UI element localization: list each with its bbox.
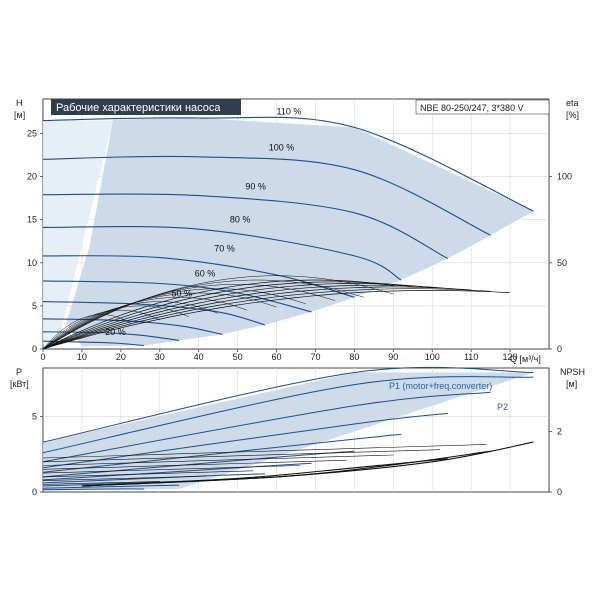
y-tick-label: 25: [27, 128, 37, 138]
x-tick-label: 80: [349, 352, 359, 362]
head-curve: [42, 193, 449, 259]
x-tick-label: 50: [233, 352, 243, 362]
speed-label: 80 %: [230, 214, 251, 224]
band-main: [66, 117, 534, 347]
power-band: [43, 372, 534, 491]
eta-curve-low: [42, 297, 248, 350]
eta-curve: [42, 284, 452, 350]
power-curve: [42, 391, 491, 463]
npsh-axis-label: NPSH: [560, 367, 585, 377]
y-tick-label: 15: [27, 215, 37, 225]
power-curve: [42, 484, 180, 489]
speed-label: 110 %: [277, 107, 302, 117]
p2-curve: [42, 475, 207, 481]
chart-title: Рабочие характеристики насоса: [56, 102, 221, 114]
power-curve: [42, 412, 448, 469]
x-tick-label: 10: [77, 352, 87, 362]
y2-tick-label: 0: [557, 344, 562, 354]
y2-tick-label: 0: [557, 487, 562, 497]
power-axis-label: P: [16, 367, 22, 377]
head-curve: [42, 155, 491, 236]
eta-axis-label: eta: [566, 98, 579, 108]
head-curve: [42, 226, 402, 281]
p2-curve: [42, 454, 394, 466]
x-tick-label: 90: [388, 352, 398, 362]
eta-curve-low: [42, 288, 306, 350]
y-tick-label: 20: [27, 172, 37, 182]
head-axis-unit: [м]: [14, 110, 25, 120]
efficiency-curves: [42, 275, 511, 350]
y-tick-label: 0: [32, 487, 37, 497]
npsh-axis-unit: [м]: [566, 379, 577, 389]
power-range-band: [43, 372, 534, 491]
power-curve: [42, 376, 534, 454]
flow-axis-label: Q [м³/ч]: [510, 354, 541, 364]
npsh-curves: [81, 441, 534, 487]
eta-curve: [42, 283, 433, 350]
lower-plot-frame: [42, 367, 550, 493]
eta-curve-low: [42, 314, 131, 350]
p2-curve: [42, 470, 254, 478]
eta-axis-unit: [%]: [566, 110, 579, 120]
y2-tick-label: 50: [557, 258, 567, 268]
head-axis-label: H: [16, 98, 23, 108]
y-tick-label: 5: [32, 301, 37, 311]
power-curve: [42, 488, 145, 491]
eta-curve: [42, 286, 472, 350]
eta-curve-low: [42, 275, 394, 350]
x-tick-label: 120: [503, 352, 518, 362]
lower-tick-labels: 0 5 0 2: [32, 411, 562, 497]
speed-label: 90 %: [245, 182, 266, 192]
npsh-curve: [81, 458, 448, 487]
head-curve: [42, 116, 534, 212]
p2-curve: [42, 481, 160, 485]
x-tick-label: 40: [194, 352, 204, 362]
eta-curve-low: [42, 284, 335, 350]
speed-label: 70 %: [214, 244, 235, 254]
y-tick-label: 10: [27, 258, 37, 268]
x-tick-label: 20: [116, 352, 126, 362]
x-tick-label: 100: [425, 352, 440, 362]
p2-curve: [42, 459, 347, 470]
model-label-box: [415, 99, 550, 115]
x-tick-label: 0: [40, 352, 45, 362]
y-tick-label: 5: [32, 411, 37, 421]
model-label: NBE 80-250/247, 3*380 V: [420, 103, 524, 113]
x-tick-label: 70: [310, 352, 320, 362]
eta-curve-low: [42, 279, 365, 350]
p1-series-label: P1 (motor+freq.converter): [389, 381, 492, 391]
p2-curve: [42, 444, 487, 459]
speed-label: 20 %: [105, 327, 126, 337]
upper-tick-labels: 0 10 20 30 40 50 60 70 80 90 100 110 120 0 5 10 15 20 25 0 5…: [27, 128, 572, 362]
p2-curve: [42, 465, 300, 474]
head-curve: [42, 301, 266, 326]
eta-curve: [42, 290, 511, 350]
band-light-strip: [43, 120, 114, 345]
x-tick-label: 30: [155, 352, 165, 362]
title-box: [51, 99, 241, 115]
power-curve: [42, 366, 534, 443]
x-tick-label: 60: [272, 352, 282, 362]
power-axis-unit: [кВт]: [10, 379, 29, 389]
head-curve: [42, 255, 355, 298]
power-curve: [42, 462, 312, 481]
speed-label: 100 %: [269, 143, 295, 153]
y2-tick-label: 100: [557, 172, 572, 182]
y-tick-label: 0: [32, 344, 37, 354]
head-curve: [42, 318, 223, 335]
y2-tick-label: 2: [557, 427, 562, 437]
eta-curve: [42, 288, 491, 350]
power-curve: [42, 434, 402, 473]
p2-series-label: P2: [497, 402, 508, 412]
eta-curve-low: [42, 292, 277, 350]
x-tick-label: 110: [464, 352, 478, 362]
p2-curve: [42, 449, 441, 463]
eta-curve: [42, 281, 413, 350]
speed-label: 60 %: [195, 269, 216, 279]
